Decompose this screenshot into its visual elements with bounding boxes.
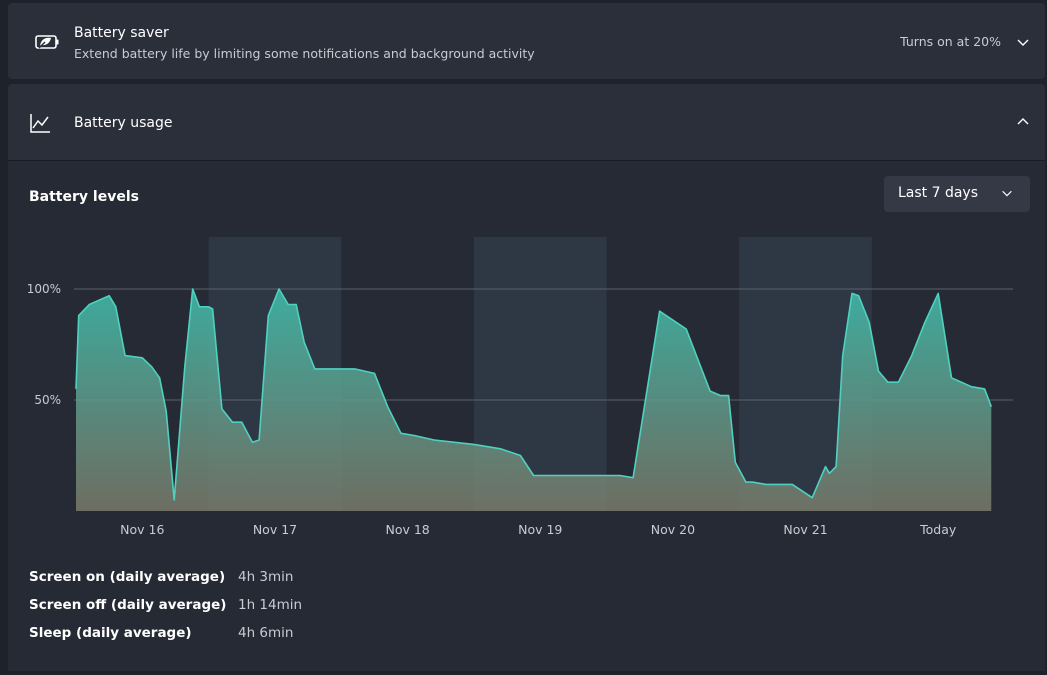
y-tick-label: 50%	[34, 393, 61, 407]
stat-value: 1h 14min	[238, 597, 303, 613]
battery-levels-title: Battery levels	[29, 189, 139, 205]
battery-usage-title: Battery usage	[74, 115, 173, 131]
x-tick-label: Nov 18	[385, 522, 429, 537]
x-tick-label: Nov 17	[253, 522, 297, 537]
y-tick-label: 100%	[27, 282, 61, 296]
chevron-up-icon[interactable]	[1015, 114, 1031, 130]
time-range-value: Last 7 days	[898, 185, 979, 201]
stat-value: 4h 6min	[238, 625, 294, 641]
stat-label: Sleep (daily average)	[29, 625, 192, 641]
stat-label: Screen off (daily average)	[29, 597, 227, 613]
chevron-down-icon[interactable]	[1015, 34, 1031, 50]
battery-saver-leaf-icon	[35, 35, 59, 49]
chevron-down-icon	[1002, 190, 1012, 197]
stat-value: 4h 3min	[238, 569, 294, 585]
battery-saver-card[interactable]: Battery saver Extend battery life by lim…	[8, 3, 1045, 79]
x-tick-label: Today	[919, 522, 957, 537]
battery-level-chart[interactable]: 100% 50% Nov 16 Nov 17 Nov 18 Nov 19 Nov 20 Nov…	[8, 161, 1045, 561]
stat-label: Screen on (daily average)	[29, 569, 226, 585]
battery-level-line	[75, 288, 993, 501]
x-tick-label: Nov 16	[120, 522, 164, 537]
battery-usage-body: Battery levels Last 7 days 100% 50% Nov 16…	[8, 161, 1045, 671]
battery-saver-title: Battery saver	[74, 25, 169, 41]
x-tick-label: Nov 19	[518, 522, 562, 537]
battery-saver-state: Turns on at 20%	[900, 34, 1001, 49]
time-range-dropdown[interactable]: Last 7 days	[884, 176, 1030, 212]
battery-saver-subtitle: Extend battery life by limiting some not…	[74, 46, 535, 61]
x-tick-label: Nov 20	[651, 522, 695, 537]
line-chart-icon	[30, 114, 50, 133]
battery-usage-header[interactable]: Battery usage	[8, 84, 1045, 161]
x-tick-label: Nov 21	[783, 522, 827, 537]
